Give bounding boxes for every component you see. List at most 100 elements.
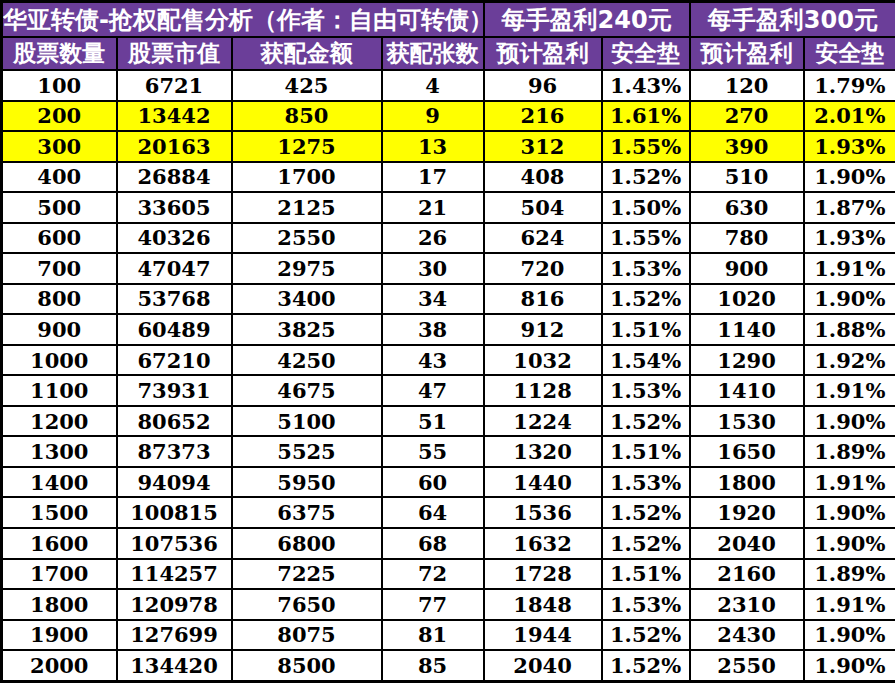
table-cell: 1.50% xyxy=(602,192,690,223)
table-cell: 1.61% xyxy=(602,101,690,132)
table-cell: 1.52% xyxy=(602,406,690,437)
table-row: 170011425772257217281.51%21601.89% xyxy=(2,559,895,590)
table-cell: 5100 xyxy=(232,406,382,437)
table-cell: 2000 xyxy=(2,650,117,681)
group-header-profit-240: 每手盈利240元 xyxy=(484,2,690,38)
table-cell: 64 xyxy=(382,497,484,528)
table-cell: 107536 xyxy=(117,528,232,559)
table-cell: 600 xyxy=(2,223,117,254)
table-cell: 1032 xyxy=(484,345,602,376)
table-cell: 1410 xyxy=(690,375,804,406)
table-cell: 1.90% xyxy=(804,650,895,681)
table-row: 190012769980758119441.52%24301.90% xyxy=(2,620,895,651)
table-title: 华亚转债-抢权配售分析（作者：自由可转债） xyxy=(2,2,484,38)
table-row: 200013442085008520401.52%25501.90% xyxy=(2,650,895,681)
table-cell: 1.90% xyxy=(804,406,895,437)
table-cell: 1.89% xyxy=(804,559,895,590)
table-cell: 6375 xyxy=(232,497,382,528)
table-row: 800537683400348161.52%10201.90% xyxy=(2,284,895,315)
table-row: 600403262550266241.55%7801.93% xyxy=(2,223,895,254)
table-cell: 2550 xyxy=(232,223,382,254)
table-cell: 4675 xyxy=(232,375,382,406)
table-cell: 1500 xyxy=(2,497,117,528)
table-cell: 270 xyxy=(690,101,804,132)
table-cell: 700 xyxy=(2,253,117,284)
table-row: 300201631275133121.55%3901.93% xyxy=(2,131,895,162)
table-cell: 500 xyxy=(2,192,117,223)
table-cell: 1.53% xyxy=(602,589,690,620)
table-cell: 7225 xyxy=(232,559,382,590)
table-cell: 1140 xyxy=(690,314,804,345)
table-cell: 720 xyxy=(484,253,602,284)
table-cell: 47 xyxy=(382,375,484,406)
table-cell: 72 xyxy=(382,559,484,590)
table-row: 180012097876507718481.53%23101.91% xyxy=(2,589,895,620)
table-cell: 1944 xyxy=(484,620,602,651)
table-cell: 1.52% xyxy=(602,528,690,559)
table-cell: 900 xyxy=(2,314,117,345)
table-cell: 425 xyxy=(232,70,382,101)
table-cell: 67210 xyxy=(117,345,232,376)
table-cell: 114257 xyxy=(117,559,232,590)
bond-allotment-analysis-table: 华亚转债-抢权配售分析（作者：自由可转债） 每手盈利240元 每手盈利300元 … xyxy=(0,0,895,683)
table-cell: 34 xyxy=(382,284,484,315)
table-cell: 1.90% xyxy=(804,528,895,559)
table-cell: 1700 xyxy=(2,559,117,590)
table-cell: 80652 xyxy=(117,406,232,437)
table-row: 400268841700174081.52%5101.90% xyxy=(2,162,895,193)
table-cell: 127699 xyxy=(117,620,232,651)
table-cell: 2040 xyxy=(690,528,804,559)
table-cell: 1.55% xyxy=(602,131,690,162)
table-cell: 312 xyxy=(484,131,602,162)
column-header-4: 预计盈利 xyxy=(484,37,602,70)
table-row: 150010081563756415361.52%19201.90% xyxy=(2,497,895,528)
table-cell: 53768 xyxy=(117,284,232,315)
table-cell: 1275 xyxy=(232,131,382,162)
table-row: 160010753668006816321.52%20401.90% xyxy=(2,528,895,559)
table-cell: 1848 xyxy=(484,589,602,620)
table-cell: 1.52% xyxy=(602,650,690,681)
table-cell: 1290 xyxy=(690,345,804,376)
table-cell: 1800 xyxy=(690,467,804,498)
table-cell: 1200 xyxy=(2,406,117,437)
table-cell: 1.51% xyxy=(602,314,690,345)
table-row: 12008065251005112241.52%15301.90% xyxy=(2,406,895,437)
table-cell: 1.43% xyxy=(602,70,690,101)
table-cell: 1320 xyxy=(484,436,602,467)
table-cell: 216 xyxy=(484,101,602,132)
table-cell: 408 xyxy=(484,162,602,193)
table-cell: 1536 xyxy=(484,497,602,528)
table-cell: 1530 xyxy=(690,406,804,437)
table-cell: 1.91% xyxy=(804,375,895,406)
table-cell: 3825 xyxy=(232,314,382,345)
table-cell: 73931 xyxy=(117,375,232,406)
group-header-profit-300: 每手盈利300元 xyxy=(690,2,895,38)
table-cell: 800 xyxy=(2,284,117,315)
table-cell: 8075 xyxy=(232,620,382,651)
column-header-2: 获配金额 xyxy=(232,37,382,70)
table-cell: 1.52% xyxy=(602,162,690,193)
table-cell: 96 xyxy=(484,70,602,101)
table-cell: 7650 xyxy=(232,589,382,620)
table-cell: 1600 xyxy=(2,528,117,559)
table-cell: 1.87% xyxy=(804,192,895,223)
table-cell: 300 xyxy=(2,131,117,162)
table-cell: 5950 xyxy=(232,467,382,498)
table-row: 900604893825389121.51%11401.88% xyxy=(2,314,895,345)
table-cell: 47047 xyxy=(117,253,232,284)
column-header-3: 获配张数 xyxy=(382,37,484,70)
table-cell: 55 xyxy=(382,436,484,467)
table-cell: 1400 xyxy=(2,467,117,498)
table-cell: 33605 xyxy=(117,192,232,223)
table-cell: 1.51% xyxy=(602,436,690,467)
table-cell: 2430 xyxy=(690,620,804,651)
table-cell: 900 xyxy=(690,253,804,284)
table-cell: 1700 xyxy=(232,162,382,193)
table-cell: 38 xyxy=(382,314,484,345)
table-cell: 1.88% xyxy=(804,314,895,345)
table-cell: 1.54% xyxy=(602,345,690,376)
table-cell: 1900 xyxy=(2,620,117,651)
table-cell: 9 xyxy=(382,101,484,132)
table-cell: 77 xyxy=(382,589,484,620)
table-cell: 1300 xyxy=(2,436,117,467)
